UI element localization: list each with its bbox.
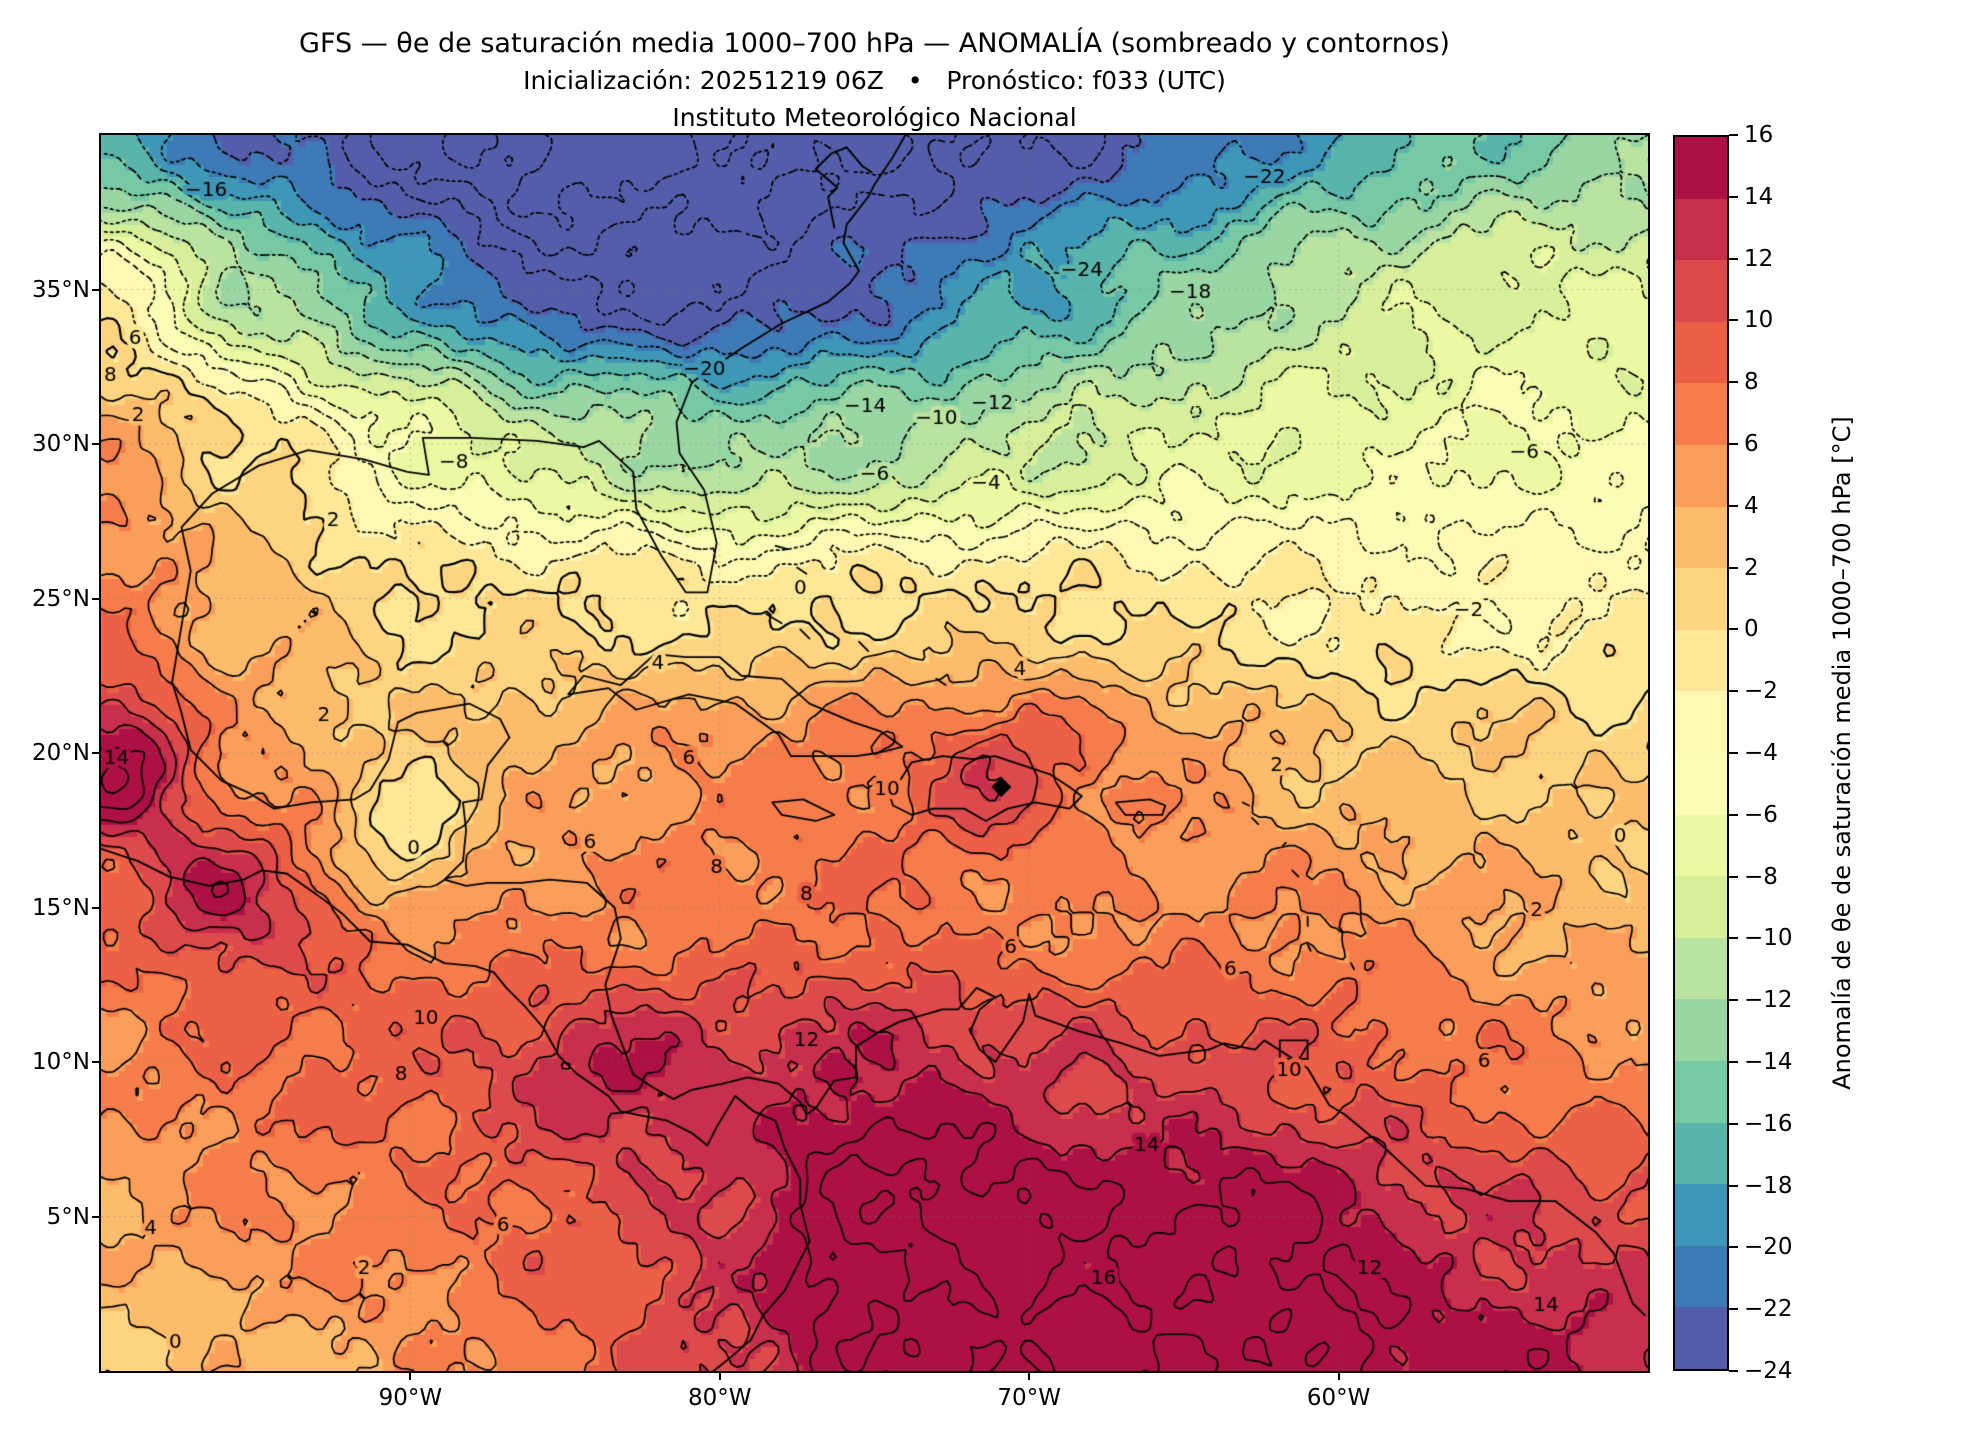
chart-institution: Instituto Meteorológico Nacional [672,103,1077,132]
colorbar-swatch [1675,937,1727,1000]
colorbar-tick-label: −10 [1744,925,1793,952]
colorbar-tick-label: −20 [1744,1234,1793,1261]
colorbar-tick-label: 0 [1744,616,1759,643]
contour-coastline-layer [101,135,1648,1371]
x-tick-mark [409,1371,412,1380]
y-tick-mark [92,597,101,600]
colorbar-tick-mark [1729,999,1738,1002]
colorbar-swatch [1675,506,1727,569]
colorbar-swatch [1675,198,1727,261]
colorbar-swatch [1675,876,1727,938]
colorbar-tick-label: −24 [1744,1358,1793,1384]
colorbar-tick-label: −18 [1744,1172,1793,1199]
colorbar-swatch [1675,1122,1727,1185]
x-tick-label: 80°W [688,1385,752,1411]
colorbar-swatch [1675,568,1727,630]
colorbar-tick-label: −6 [1744,801,1778,828]
y-tick-mark [92,906,101,909]
colorbar-tick-label: −14 [1744,1049,1793,1075]
y-tick-label: 5°N [46,1203,90,1230]
colorbar-tick-label: 10 [1744,307,1774,334]
colorbar-tick-mark [1729,1061,1738,1063]
colorbar-swatch [1675,999,1727,1061]
x-tick-label: 60°W [1306,1385,1371,1411]
x-tick-mark [718,1371,721,1380]
colorbar [1673,135,1729,1371]
y-tick-label: 35°N [32,276,90,303]
colorbar-tick-mark [1729,937,1738,940]
colorbar-swatch [1675,1184,1727,1246]
colorbar-tick-label: 16 [1744,122,1774,148]
x-tick-label: 90°W [378,1385,443,1411]
y-tick-mark [92,288,101,291]
colorbar-swatch [1675,752,1727,815]
colorbar-tick-mark [1729,443,1738,445]
colorbar-tick-mark [1729,1370,1738,1372]
colorbar-tick-label: 6 [1744,431,1759,457]
colorbar-tick-label: 14 [1744,183,1774,210]
colorbar-swatch [1675,260,1727,322]
colorbar-swatch [1675,1060,1727,1123]
colorbar-tick-mark [1729,195,1738,198]
colorbar-tick-mark [1729,381,1738,384]
colorbar-swatch [1675,814,1727,877]
colorbar-tick-mark [1729,1308,1738,1311]
x-tick-mark [1028,1371,1031,1380]
y-tick-label: 15°N [32,894,90,921]
y-tick-mark [92,1215,101,1218]
colorbar-tick-label: 4 [1744,492,1759,519]
colorbar-tick-label: 2 [1744,554,1759,581]
colorbar-tick-label: −22 [1744,1296,1793,1323]
x-tick-mark [1337,1371,1340,1380]
colorbar-tick-label: −2 [1744,678,1778,705]
colorbar-swatch [1675,383,1727,445]
colorbar-swatch [1675,444,1727,507]
colorbar-tick-mark [1729,134,1738,136]
colorbar-tick-mark [1729,1122,1738,1125]
colorbar-swatch [1675,629,1727,692]
map-plot [101,135,1648,1371]
colorbar-tick-mark [1729,319,1738,322]
colorbar-swatch [1675,321,1727,384]
colorbar-tick-label: −4 [1744,740,1778,766]
y-tick-label: 25°N [32,585,90,612]
y-tick-label: 20°N [32,740,90,766]
colorbar-tick-mark [1729,1246,1738,1249]
colorbar-swatch [1675,1307,1727,1369]
y-tick-label: 30°N [32,431,90,457]
y-tick-label: 10°N [32,1049,90,1075]
colorbar-tick-label: −12 [1744,987,1793,1014]
colorbar-tick-mark [1729,875,1738,878]
colorbar-tick-label: −16 [1744,1110,1793,1137]
colorbar-tick-label: −8 [1744,863,1778,890]
colorbar-tick-mark [1729,1184,1738,1187]
colorbar-tick-mark [1729,813,1738,816]
x-tick-label: 70°W [997,1385,1061,1411]
colorbar-tick-mark [1729,257,1738,260]
y-tick-mark [92,752,101,754]
colorbar-tick-mark [1729,752,1738,754]
colorbar-label: Anomalía de θe de saturación media 1000–… [1828,416,1856,1090]
colorbar-tick-label: 12 [1744,245,1774,272]
colorbar-tick-label: 8 [1744,369,1759,396]
colorbar-tick-mark [1729,628,1738,631]
y-tick-mark [92,443,101,445]
y-tick-mark [92,1061,101,1063]
colorbar-tick-mark [1729,566,1738,569]
colorbar-tick-mark [1729,690,1738,693]
colorbar-swatch [1675,137,1727,199]
colorbar-swatch [1675,1245,1727,1308]
colorbar-swatch [1675,691,1727,753]
chart-title: GFS — θe de saturación media 1000–700 hP… [299,28,1450,59]
chart-subtitle-init-forecast: Inicialización: 20251219 06Z • Pronóstic… [523,66,1226,95]
colorbar-tick-mark [1729,504,1738,507]
